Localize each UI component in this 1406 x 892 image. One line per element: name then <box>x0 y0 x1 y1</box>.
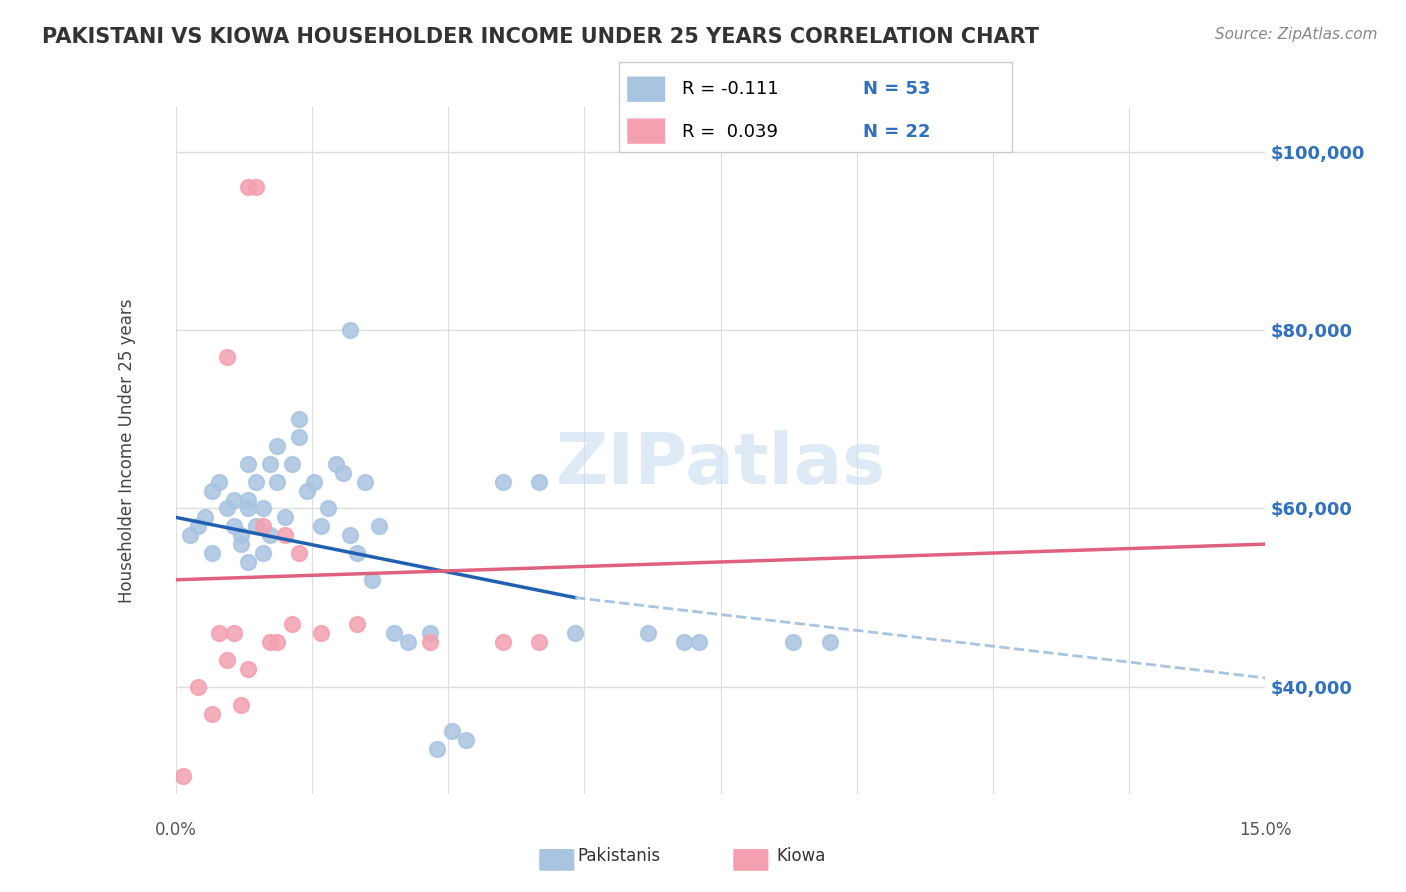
Point <box>172 769 194 783</box>
Point <box>318 501 340 516</box>
Point <box>245 475 267 489</box>
Point <box>492 635 515 649</box>
Point <box>309 519 332 533</box>
Point <box>396 635 419 649</box>
Point <box>346 546 368 560</box>
Point <box>231 698 253 712</box>
Point <box>186 680 209 694</box>
Point <box>295 483 318 498</box>
Point <box>215 653 238 667</box>
Point <box>266 635 288 649</box>
Point <box>222 492 245 507</box>
Point <box>288 546 311 560</box>
Point <box>361 573 384 587</box>
Text: PAKISTANI VS KIOWA HOUSEHOLDER INCOME UNDER 25 YEARS CORRELATION CHART: PAKISTANI VS KIOWA HOUSEHOLDER INCOME UN… <box>42 27 1039 46</box>
Point <box>238 457 260 471</box>
Point <box>215 501 238 516</box>
Text: 15.0%: 15.0% <box>1239 821 1292 838</box>
Point <box>215 350 238 364</box>
Point <box>259 528 281 542</box>
Point <box>288 430 311 444</box>
Point <box>222 626 245 640</box>
Point <box>492 475 515 489</box>
Point <box>245 180 267 194</box>
Point <box>346 617 368 632</box>
Point <box>245 519 267 533</box>
Point <box>456 733 478 747</box>
Point <box>179 528 201 542</box>
Text: ZIPatlas: ZIPatlas <box>555 430 886 499</box>
Point <box>353 475 375 489</box>
Point <box>339 323 361 337</box>
Point <box>252 501 274 516</box>
Point <box>426 742 449 756</box>
Point <box>186 519 209 533</box>
Point <box>281 457 304 471</box>
Point <box>637 626 659 640</box>
Text: Source: ZipAtlas.com: Source: ZipAtlas.com <box>1215 27 1378 42</box>
Point <box>382 626 405 640</box>
FancyBboxPatch shape <box>627 76 666 103</box>
Point <box>339 528 361 542</box>
Point <box>309 626 332 640</box>
Point <box>527 635 550 649</box>
Text: N = 53: N = 53 <box>863 80 931 98</box>
Point <box>368 519 391 533</box>
Point <box>325 457 347 471</box>
Point <box>782 635 804 649</box>
Text: Pakistanis: Pakistanis <box>576 847 661 865</box>
Point <box>231 528 253 542</box>
Text: Householder Income Under 25 years: Householder Income Under 25 years <box>118 298 136 603</box>
Point <box>274 510 297 524</box>
Point <box>419 635 441 649</box>
Point <box>818 635 841 649</box>
Point <box>252 519 274 533</box>
Point <box>238 662 260 676</box>
Point <box>222 519 245 533</box>
Point <box>527 475 550 489</box>
Point <box>201 546 224 560</box>
Point <box>238 555 260 569</box>
Text: N = 22: N = 22 <box>863 123 931 141</box>
Point <box>194 510 217 524</box>
Point <box>688 635 710 649</box>
Point <box>440 724 463 739</box>
Point <box>288 412 311 426</box>
Point <box>673 635 696 649</box>
Point <box>208 626 231 640</box>
Point <box>238 501 260 516</box>
FancyBboxPatch shape <box>627 118 666 145</box>
Point <box>238 180 260 194</box>
Point <box>208 475 231 489</box>
Text: R =  0.039: R = 0.039 <box>682 123 778 141</box>
Point <box>238 492 260 507</box>
Point <box>302 475 325 489</box>
Point <box>281 617 304 632</box>
Point <box>252 546 274 560</box>
Text: R = -0.111: R = -0.111 <box>682 80 779 98</box>
Point <box>201 706 224 721</box>
Point <box>274 528 297 542</box>
Point <box>266 439 288 453</box>
Point <box>332 466 354 480</box>
Text: 0.0%: 0.0% <box>155 821 197 838</box>
Point <box>564 626 586 640</box>
Point <box>201 483 224 498</box>
Text: Kiowa: Kiowa <box>776 847 827 865</box>
Point <box>419 626 441 640</box>
Point <box>266 475 288 489</box>
Point <box>259 457 281 471</box>
Point <box>231 537 253 551</box>
Point <box>259 635 281 649</box>
